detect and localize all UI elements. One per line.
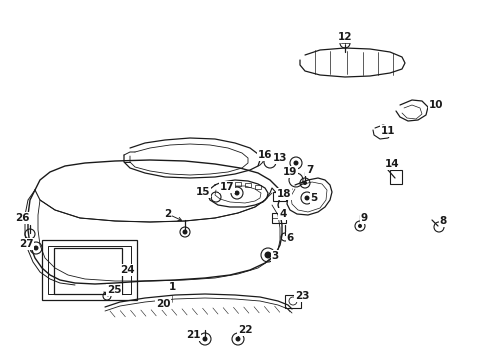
Text: 20: 20: [156, 299, 170, 309]
Text: 17: 17: [219, 182, 234, 192]
Circle shape: [293, 161, 298, 166]
Bar: [48, 246, 131, 294]
Text: 4: 4: [279, 209, 286, 219]
Circle shape: [304, 195, 309, 201]
Circle shape: [235, 337, 240, 342]
Text: 2: 2: [164, 209, 171, 219]
Text: 24: 24: [120, 265, 134, 275]
Circle shape: [303, 181, 306, 185]
Text: 6: 6: [286, 233, 293, 243]
Bar: [272, 192, 285, 201]
Bar: [285, 295, 301, 308]
Text: 16: 16: [257, 150, 272, 160]
Bar: [254, 185, 261, 189]
Text: 13: 13: [272, 153, 286, 163]
Text: 18: 18: [276, 189, 291, 199]
Text: 14: 14: [384, 159, 399, 169]
Text: 22: 22: [237, 325, 252, 335]
Text: 15: 15: [195, 187, 210, 197]
Circle shape: [34, 246, 39, 251]
Text: 26: 26: [15, 213, 29, 223]
Circle shape: [202, 337, 207, 342]
Bar: [54, 248, 122, 294]
Text: 19: 19: [282, 167, 297, 177]
Text: 10: 10: [428, 100, 442, 110]
Bar: [271, 213, 285, 223]
Text: 1: 1: [168, 282, 175, 292]
Circle shape: [234, 190, 239, 195]
Text: 21: 21: [185, 330, 200, 340]
Text: 12: 12: [337, 32, 351, 42]
Bar: [389, 170, 401, 184]
Circle shape: [357, 224, 361, 228]
Text: 7: 7: [305, 165, 313, 175]
Text: 11: 11: [380, 126, 394, 136]
Circle shape: [264, 252, 271, 258]
Bar: [224, 183, 230, 187]
Text: 27: 27: [19, 239, 33, 249]
Bar: [42, 240, 137, 300]
Text: 25: 25: [106, 285, 121, 295]
Circle shape: [182, 230, 187, 234]
Text: 8: 8: [439, 216, 446, 226]
Text: 3: 3: [271, 251, 278, 261]
Bar: [235, 182, 241, 186]
Bar: [244, 183, 250, 187]
Text: 23: 23: [294, 291, 308, 301]
Text: 9: 9: [360, 213, 367, 223]
Text: 5: 5: [310, 193, 317, 203]
